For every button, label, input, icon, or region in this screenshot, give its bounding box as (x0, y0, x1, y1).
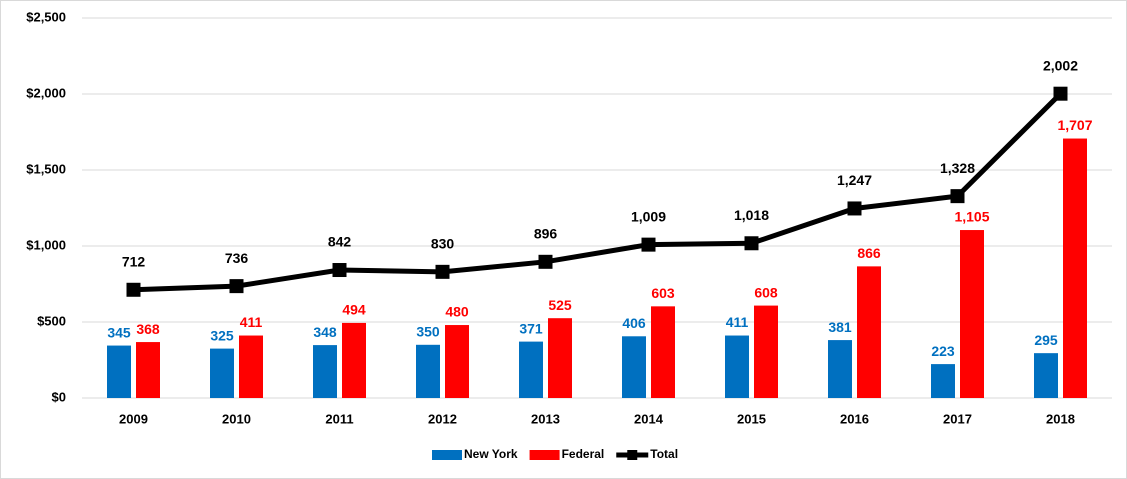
data-label: 348 (313, 324, 337, 340)
data-label: 830 (431, 236, 455, 252)
data-label: 736 (225, 250, 249, 266)
bar (548, 318, 572, 398)
data-label: 866 (857, 245, 881, 261)
legend-swatch (627, 450, 638, 460)
bar (754, 305, 778, 398)
marker (126, 282, 141, 297)
data-label: 494 (342, 302, 366, 318)
legend-swatch (432, 450, 462, 460)
x-tick-label: 2017 (943, 411, 972, 426)
data-label: 406 (622, 315, 646, 331)
y-tick-label: $2,000 (26, 85, 66, 100)
data-label: 381 (828, 319, 852, 335)
bar (651, 306, 675, 398)
bar (313, 345, 337, 398)
marker (538, 254, 553, 269)
bar (416, 344, 440, 398)
data-label: 480 (445, 304, 469, 320)
data-label: 712 (122, 253, 146, 269)
data-label: 603 (651, 285, 675, 301)
bar (342, 322, 366, 398)
marker (435, 264, 450, 279)
data-label: 842 (328, 234, 352, 250)
data-label: 1,707 (1057, 117, 1092, 133)
x-tick-label: 2018 (1046, 411, 1075, 426)
x-tick-label: 2011 (325, 411, 353, 426)
bar (445, 325, 469, 398)
data-label: 350 (416, 324, 440, 340)
data-label: 411 (240, 314, 263, 330)
data-label: 1,009 (631, 208, 666, 224)
data-label: 1,018 (734, 207, 769, 223)
bar (136, 342, 160, 398)
data-label: 2,002 (1043, 57, 1078, 73)
marker (1053, 86, 1068, 101)
x-tick-label: 2016 (840, 411, 869, 426)
data-label: 1,105 (954, 209, 989, 225)
data-label: 295 (1034, 332, 1058, 348)
data-label: 223 (931, 343, 955, 359)
legend-label: New York (464, 447, 518, 461)
y-tick-label: $1,500 (26, 161, 66, 176)
data-label: 325 (210, 327, 234, 343)
x-tick-label: 2010 (222, 411, 251, 426)
y-tick-label: $1,000 (26, 237, 66, 252)
y-tick-label: $500 (37, 313, 66, 328)
bar (1063, 138, 1087, 398)
marker (229, 279, 244, 294)
y-tick-label: $2,500 (26, 9, 66, 24)
x-tick-label: 2012 (428, 411, 457, 426)
bar (622, 336, 646, 398)
bar (239, 335, 263, 398)
legend-label: Federal (562, 447, 605, 461)
bar (725, 335, 749, 398)
bar (1034, 353, 1058, 398)
data-label: 345 (107, 324, 131, 340)
legend-swatch (529, 450, 560, 460)
marker (744, 236, 759, 251)
marker (641, 237, 656, 252)
data-label: 1,328 (940, 160, 975, 176)
y-tick-label: $0 (52, 389, 66, 404)
bar (828, 340, 852, 398)
legend-label: Total (650, 447, 678, 461)
bar (931, 364, 955, 398)
line (133, 91, 1063, 293)
x-tick-label: 2014 (634, 411, 664, 426)
bar (107, 345, 131, 398)
x-tick-label: 2009 (119, 411, 148, 426)
data-label: 411 (726, 314, 749, 330)
data-label: 368 (136, 321, 160, 337)
bar (210, 348, 234, 398)
data-label: 371 (519, 320, 543, 336)
bar (519, 341, 543, 398)
marker (847, 201, 862, 216)
data-label: 608 (754, 284, 778, 300)
data-label: 896 (534, 226, 558, 242)
marker (332, 263, 347, 278)
x-tick-label: 2015 (737, 411, 766, 426)
x-tick-label: 2013 (531, 411, 560, 426)
bar (960, 230, 984, 398)
data-label: 1,247 (837, 172, 872, 188)
marker (950, 189, 965, 204)
bar (857, 266, 881, 398)
data-label: 525 (548, 297, 572, 313)
